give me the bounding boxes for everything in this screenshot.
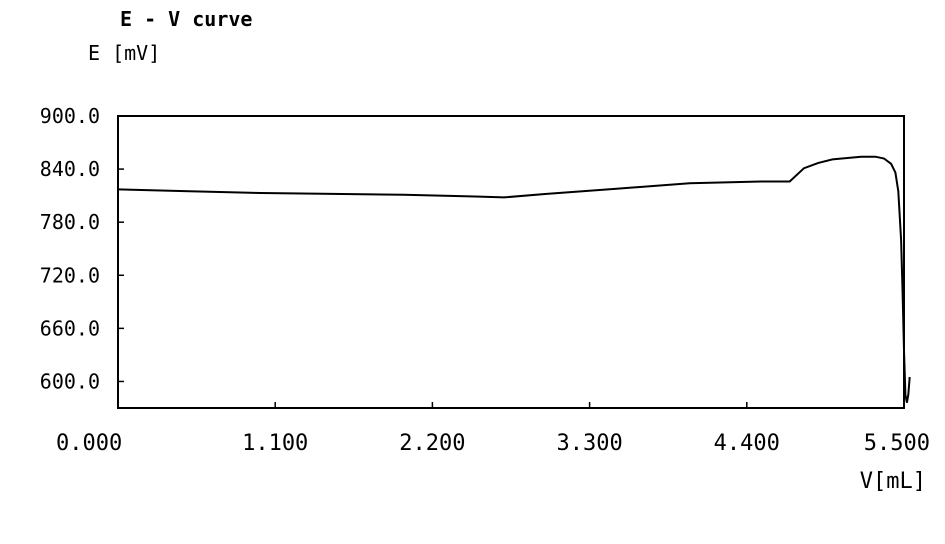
x-tick-label: 4.400	[714, 431, 780, 456]
y-axis-label: E [mV]	[88, 41, 160, 65]
x-axis-label: V[mL]	[860, 469, 926, 494]
y-tick-label: 660.0	[40, 316, 100, 340]
chart-title: E - V curve	[120, 7, 252, 31]
x-tick-label: 0.000	[56, 431, 122, 456]
plot-frame	[117, 115, 905, 409]
y-tick-label: 780.0	[40, 210, 100, 234]
y-tick-label: 600.0	[40, 369, 100, 393]
x-tick-label: 1.100	[242, 431, 308, 456]
y-tick-label: 900.0	[40, 104, 100, 128]
y-tick-label: 840.0	[40, 157, 100, 181]
series-line	[117, 155, 911, 403]
x-tick-label: 5.500	[864, 431, 930, 456]
x-axis-ticks: 0.000 1.100 2.200 3.300 4.400 5.500	[56, 402, 930, 456]
y-tick-label: 720.0	[40, 263, 100, 287]
x-tick-label: 3.300	[556, 431, 622, 456]
x-tick-label: 2.200	[399, 431, 465, 456]
y-axis-ticks: 900.0 840.0 780.0 720.0 660.0 600.0	[40, 104, 124, 393]
